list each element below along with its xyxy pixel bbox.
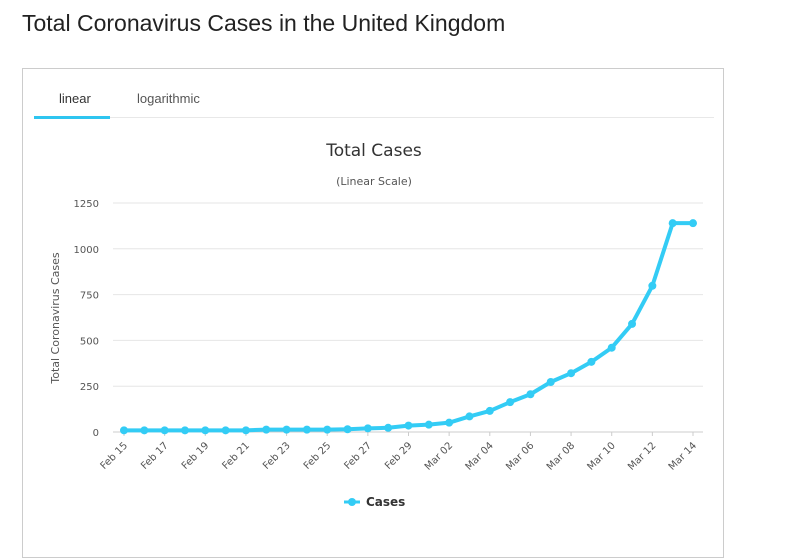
data-point[interactable] — [526, 390, 535, 399]
data-point[interactable] — [485, 406, 494, 415]
data-point[interactable] — [363, 424, 372, 433]
y-tick-label: 1250 — [74, 199, 99, 210]
data-point[interactable] — [668, 219, 677, 228]
data-point[interactable] — [689, 219, 697, 228]
x-tick-label: Mar 14 — [667, 440, 699, 472]
data-point[interactable] — [140, 426, 149, 435]
data-point[interactable] — [262, 425, 271, 434]
x-tick-label: Mar 04 — [464, 440, 496, 472]
chart-title: Total Cases — [325, 141, 422, 161]
grid-layer — [113, 202, 703, 433]
legend-label-cases: Cases — [366, 495, 405, 509]
x-tick-label: Feb 29 — [383, 440, 415, 472]
data-point[interactable] — [567, 369, 576, 378]
data-point[interactable] — [180, 426, 189, 435]
data-point[interactable] — [201, 426, 210, 435]
legend-swatch-marker — [348, 498, 356, 506]
chart-subtitle: (Linear Scale) — [336, 175, 412, 188]
x-tick-label: Mar 08 — [545, 440, 577, 472]
data-point[interactable] — [241, 426, 250, 435]
y-tick-label: 750 — [80, 291, 99, 302]
active-tab-indicator — [34, 116, 110, 119]
x-tick-label: Feb 21 — [221, 440, 253, 472]
x-tick-label: Feb 25 — [302, 440, 334, 472]
data-point[interactable] — [465, 412, 474, 421]
data-point[interactable] — [445, 418, 454, 427]
series-layer — [120, 219, 697, 435]
x-tick-label: Feb 15 — [99, 440, 131, 472]
x-tick-label: Mar 12 — [626, 440, 658, 472]
scale-tabs: linear logarithmic — [34, 69, 714, 119]
x-tick-label: Feb 27 — [342, 440, 374, 472]
data-point[interactable] — [648, 281, 657, 290]
chart-panel: linear logarithmic — [22, 68, 724, 558]
data-point[interactable] — [343, 425, 352, 434]
data-point[interactable] — [628, 319, 637, 328]
x-tick-label: Feb 19 — [180, 440, 212, 472]
data-point[interactable] — [404, 421, 413, 430]
data-point[interactable] — [546, 377, 555, 386]
data-point[interactable] — [323, 425, 332, 434]
x-tick-label: Mar 02 — [423, 440, 455, 472]
x-tick-label: Mar 06 — [504, 440, 536, 472]
x-tick-label: Mar 10 — [585, 440, 617, 472]
y-axis-ticks: 0 250 500 750 1000 1250 — [74, 199, 99, 439]
data-point[interactable] — [384, 423, 393, 432]
tab-logarithmic[interactable]: logarithmic — [137, 91, 200, 106]
data-point[interactable] — [302, 425, 311, 434]
legend[interactable]: Cases — [344, 495, 405, 509]
data-point[interactable] — [120, 426, 128, 435]
data-point[interactable] — [506, 398, 515, 407]
data-point[interactable] — [587, 357, 596, 366]
tab-linear[interactable]: linear — [59, 91, 91, 106]
y-tick-label: 250 — [80, 382, 99, 393]
y-tick-label: 1000 — [74, 245, 99, 256]
x-tick-label: Feb 17 — [139, 440, 171, 472]
data-point[interactable] — [424, 420, 433, 429]
x-tick-label: Feb 23 — [261, 440, 293, 472]
data-point[interactable] — [282, 425, 291, 434]
x-axis-ticks: Feb 15 Feb 17 Feb 19 Feb 21 Feb 23 Feb 25 Feb … — [99, 432, 699, 473]
y-tick-label: 0 — [93, 428, 99, 439]
page-title: Total Coronavirus Cases in the United Ki… — [22, 10, 506, 36]
y-axis-label: Total Coronavirus Cases — [49, 252, 62, 385]
data-point[interactable] — [607, 343, 616, 352]
data-point[interactable] — [221, 426, 230, 435]
series-line-0 — [124, 221, 693, 433]
data-point[interactable] — [160, 426, 169, 435]
y-tick-label: 500 — [80, 336, 99, 347]
